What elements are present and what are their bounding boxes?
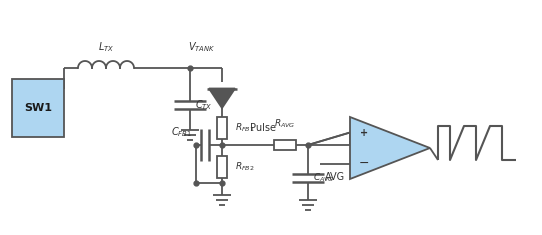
Bar — [217, 117, 227, 139]
Text: Pulse: Pulse — [250, 123, 276, 133]
Text: $R_{AVG}$: $R_{AVG}$ — [274, 118, 296, 130]
Polygon shape — [209, 89, 235, 108]
Text: $R_{FB1}$: $R_{FB1}$ — [235, 122, 255, 134]
Text: +: + — [360, 128, 368, 137]
Text: $R_{FB2}$: $R_{FB2}$ — [235, 161, 255, 173]
Text: $V_{TANK}$: $V_{TANK}$ — [188, 40, 216, 54]
Text: $L_{TX}$: $L_{TX}$ — [98, 40, 114, 54]
Polygon shape — [350, 117, 430, 179]
Bar — [274, 140, 296, 150]
Text: AVG: AVG — [325, 172, 345, 181]
Text: $C_{AVG}$: $C_{AVG}$ — [313, 172, 334, 184]
Text: $C_{TX}$: $C_{TX}$ — [195, 98, 212, 112]
FancyBboxPatch shape — [12, 79, 64, 137]
Bar — [217, 156, 227, 178]
Text: −: − — [359, 157, 369, 170]
Text: SW1: SW1 — [24, 103, 52, 113]
Text: $C_{FB1}$: $C_{FB1}$ — [171, 125, 192, 139]
